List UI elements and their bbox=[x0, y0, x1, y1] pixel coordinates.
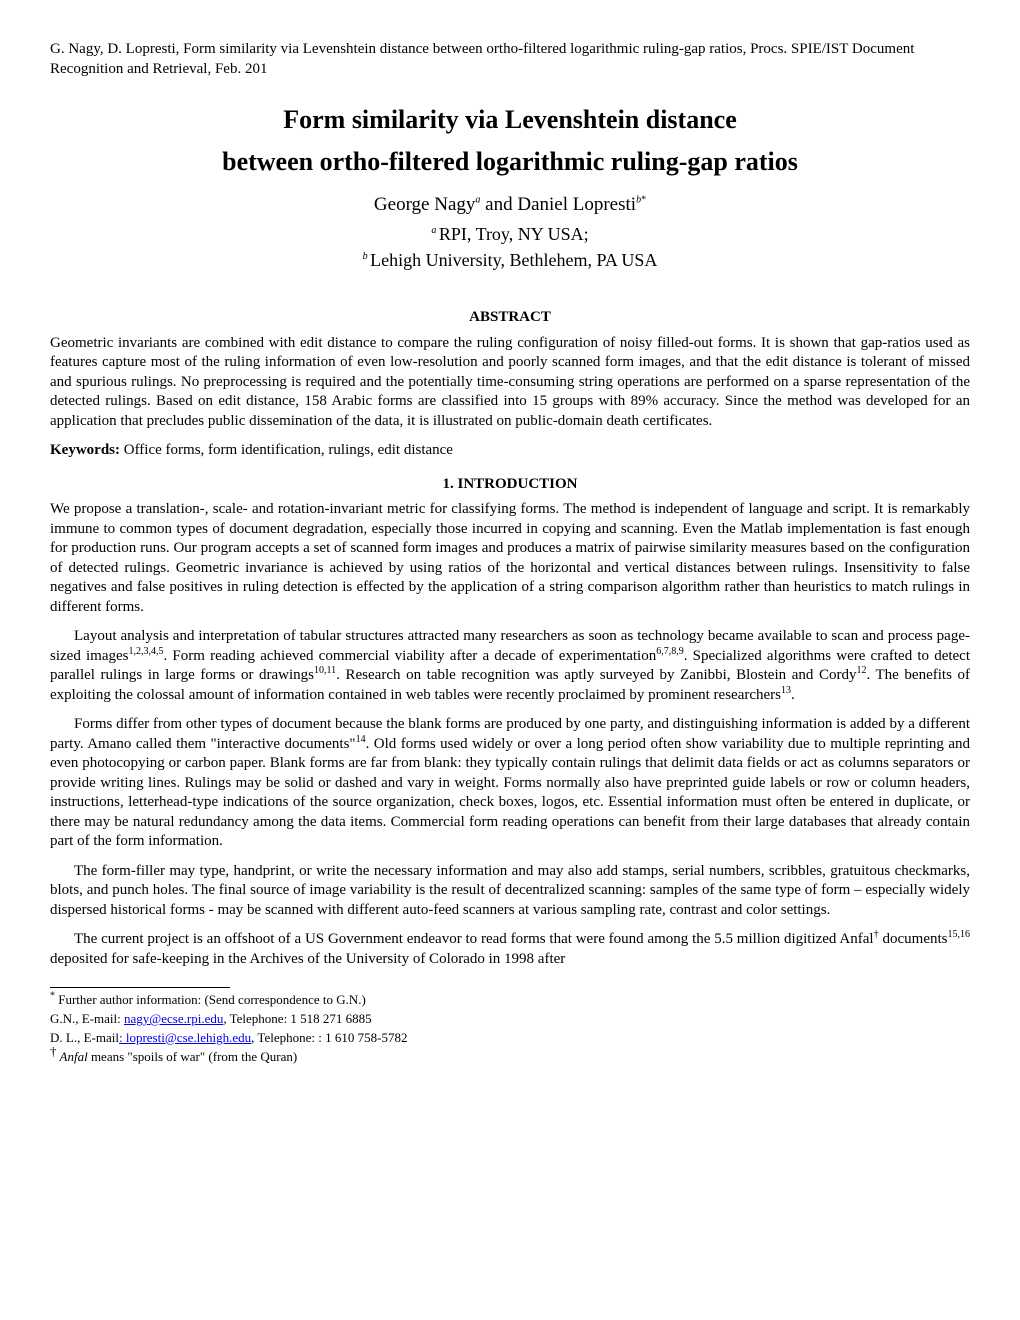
keywords-line: Keywords: Office forms, form identificat… bbox=[50, 441, 970, 461]
affiliation-2: b Lehigh University, Bethlehem, PA USA bbox=[50, 249, 970, 272]
p2-cite-3: 10,11 bbox=[314, 665, 336, 676]
footnote-star: * Further author information: (Send corr… bbox=[50, 992, 970, 1009]
keywords-label: Keywords: bbox=[50, 442, 124, 458]
abstract-text: Geometric invariants are combined with e… bbox=[50, 334, 970, 432]
footnote-rule bbox=[50, 987, 230, 988]
footnote-dl-b: , Telephone: : 1 610 758-5782 bbox=[251, 1030, 407, 1045]
footnote-dagger: † Anfal means "spoils of war" (from the … bbox=[50, 1049, 970, 1066]
footnote-star-text: Further author information: (Send corres… bbox=[55, 992, 366, 1007]
abstract-heading: ABSTRACT bbox=[50, 308, 970, 328]
footnote-dl-a: D. L., E-mail bbox=[50, 1030, 119, 1045]
footnote-gn: G.N., E-mail: nagy@ecse.rpi.edu, Telepho… bbox=[50, 1011, 970, 1028]
author-and: and bbox=[480, 194, 517, 215]
paper-title-line1: Form similarity via Levenshtein distance bbox=[50, 103, 970, 137]
p5-text-a: The current project is an offshoot of a … bbox=[74, 931, 874, 947]
footnote-gn-email[interactable]: nagy@ecse.rpi.edu bbox=[124, 1011, 223, 1026]
footnote-dagger-word: Anfal bbox=[57, 1049, 88, 1064]
p3-text-b: . Old forms used widely or over a long p… bbox=[50, 736, 970, 850]
intro-paragraph-2: Layout analysis and interpretation of ta… bbox=[50, 627, 970, 705]
p5-text-c: deposited for safe-keeping in the Archiv… bbox=[50, 951, 565, 967]
p2-cite-1: 1,2,3,4,5 bbox=[128, 646, 163, 657]
p3-cite-1: 14 bbox=[356, 734, 366, 745]
p2-cite-5: 13 bbox=[781, 685, 791, 696]
p2-text-f: . bbox=[791, 687, 795, 703]
p2-text-b: . Form reading achieved commercial viabi… bbox=[163, 648, 656, 664]
paper-title-line2: between ortho-filtered logarithmic rulin… bbox=[50, 145, 970, 179]
affil-2-text: Lehigh University, Bethlehem, PA USA bbox=[370, 250, 657, 270]
p5-text-b: documents bbox=[879, 931, 948, 947]
footnote-gn-b: , Telephone: 1 518 271 6885 bbox=[223, 1011, 371, 1026]
intro-paragraph-1: We propose a translation-, scale- and ro… bbox=[50, 500, 970, 617]
affil-1-sup: a bbox=[431, 225, 439, 236]
affiliation-1: a RPI, Troy, NY USA; bbox=[50, 223, 970, 246]
footnote-dl-email[interactable]: : lopresti@cse.lehigh.edu bbox=[119, 1030, 251, 1045]
p2-text-d: . Research on table recognition was aptl… bbox=[336, 667, 856, 683]
p5-cite-1: 15,16 bbox=[948, 929, 971, 940]
intro-paragraph-5: The current project is an offshoot of a … bbox=[50, 930, 970, 969]
affil-1-text: RPI, Troy, NY USA; bbox=[439, 224, 589, 244]
footnote-dl: D. L., E-mail: lopresti@cse.lehigh.edu, … bbox=[50, 1030, 970, 1047]
section-1-heading: 1. INTRODUCTION bbox=[50, 475, 970, 495]
intro-paragraph-4: The form-filler may type, handprint, or … bbox=[50, 862, 970, 921]
keywords-text: Office forms, form identification, rulin… bbox=[124, 442, 453, 458]
intro-paragraph-3: Forms differ from other types of documen… bbox=[50, 715, 970, 852]
header-citation: G. Nagy, D. Lopresti, Form similarity vi… bbox=[50, 40, 970, 79]
footnote-gn-a: G.N., E-mail: bbox=[50, 1011, 124, 1026]
author-2: Daniel Lopresti bbox=[517, 194, 636, 215]
p2-cite-2: 6,7,8,9 bbox=[656, 646, 684, 657]
footnote-dagger-text: means "spoils of war" (from the Quran) bbox=[88, 1049, 298, 1064]
p2-cite-4: 12 bbox=[856, 665, 866, 676]
author-2-footnote-sup: * bbox=[641, 194, 646, 205]
authors-line: George Nagya and Daniel Loprestib* bbox=[50, 193, 970, 218]
author-1: George Nagy bbox=[374, 194, 475, 215]
